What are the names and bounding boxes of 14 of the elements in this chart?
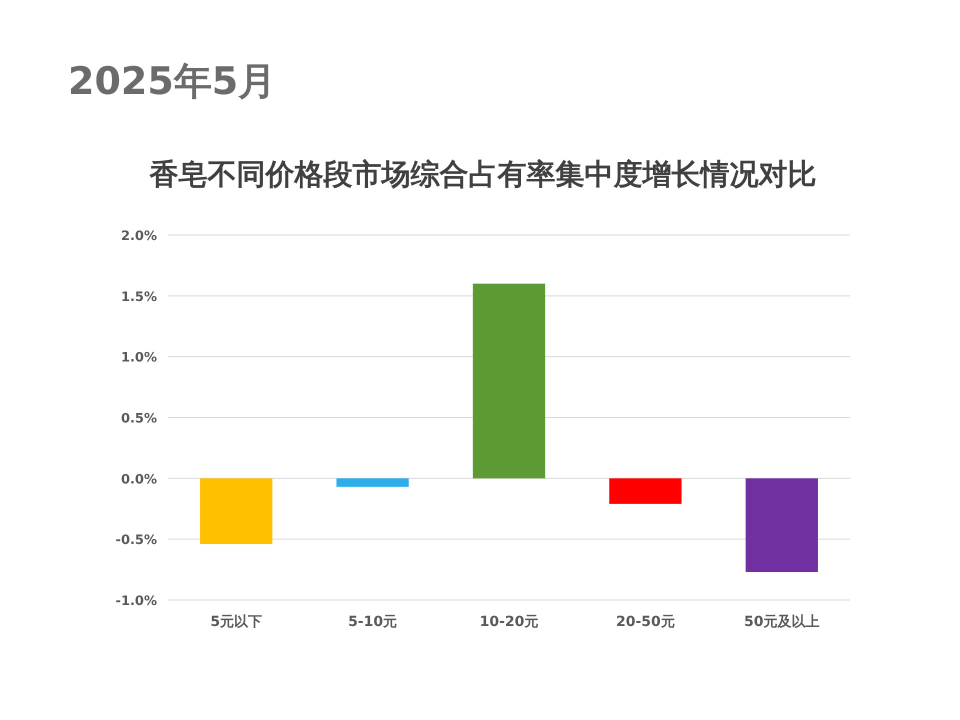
- x-tick-label: 50元及以上: [744, 614, 820, 630]
- y-tick-label: -1.0%: [116, 594, 157, 609]
- y-tick-label: 0.5%: [120, 412, 157, 426]
- y-tick-label: -0.5%: [116, 533, 157, 548]
- y-tick-label: 1.5%: [120, 290, 157, 305]
- y-tick-label: 1.0%: [120, 350, 157, 366]
- y-tick-label: 2.0%: [120, 229, 157, 244]
- x-tick-label: 5元以下: [210, 614, 262, 630]
- x-tick-label: 20-50元: [616, 614, 675, 630]
- chart-title: 香皂不同价格段市场综合占有率集中度增长情况对比: [148, 157, 816, 191]
- x-tick-label: 10-20元: [480, 614, 538, 630]
- x-tick-label: 5-10元: [348, 614, 398, 630]
- y-tick-label: 0.0%: [120, 472, 157, 488]
- chart-subtitle: 2025年5月: [68, 59, 276, 103]
